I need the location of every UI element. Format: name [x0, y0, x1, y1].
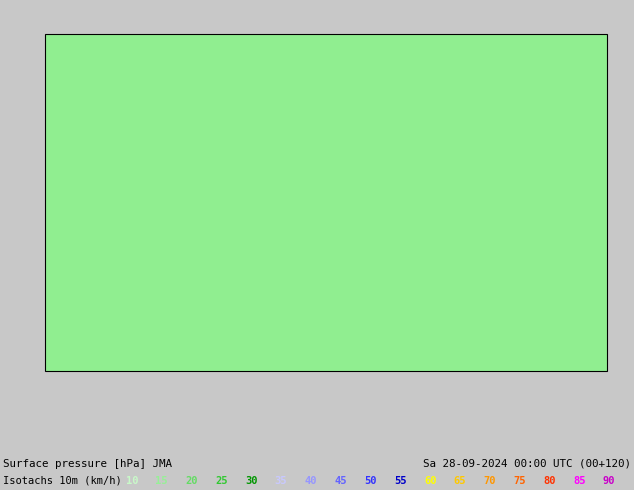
Text: 60: 60: [424, 476, 436, 486]
Text: Isotachs 10m (km/h): Isotachs 10m (km/h): [3, 476, 128, 486]
Text: 10: 10: [126, 476, 138, 486]
Text: 90: 90: [603, 476, 616, 486]
Text: 65: 65: [454, 476, 466, 486]
Text: Sa 28-09-2024 00:00 UTC (00+120): Sa 28-09-2024 00:00 UTC (00+120): [423, 459, 631, 468]
Text: 80: 80: [543, 476, 556, 486]
Text: 30: 30: [245, 476, 257, 486]
Text: 70: 70: [484, 476, 496, 486]
Text: 50: 50: [364, 476, 377, 486]
Text: 75: 75: [514, 476, 526, 486]
Text: 40: 40: [304, 476, 317, 486]
Text: 55: 55: [394, 476, 406, 486]
Text: 45: 45: [334, 476, 347, 486]
Text: 35: 35: [275, 476, 287, 486]
Text: 15: 15: [155, 476, 168, 486]
Text: 85: 85: [573, 476, 586, 486]
Text: 20: 20: [185, 476, 198, 486]
Text: 25: 25: [215, 476, 228, 486]
Bar: [45, 34, 607, 371]
Text: Surface pressure [hPa] JMA: Surface pressure [hPa] JMA: [3, 459, 172, 468]
